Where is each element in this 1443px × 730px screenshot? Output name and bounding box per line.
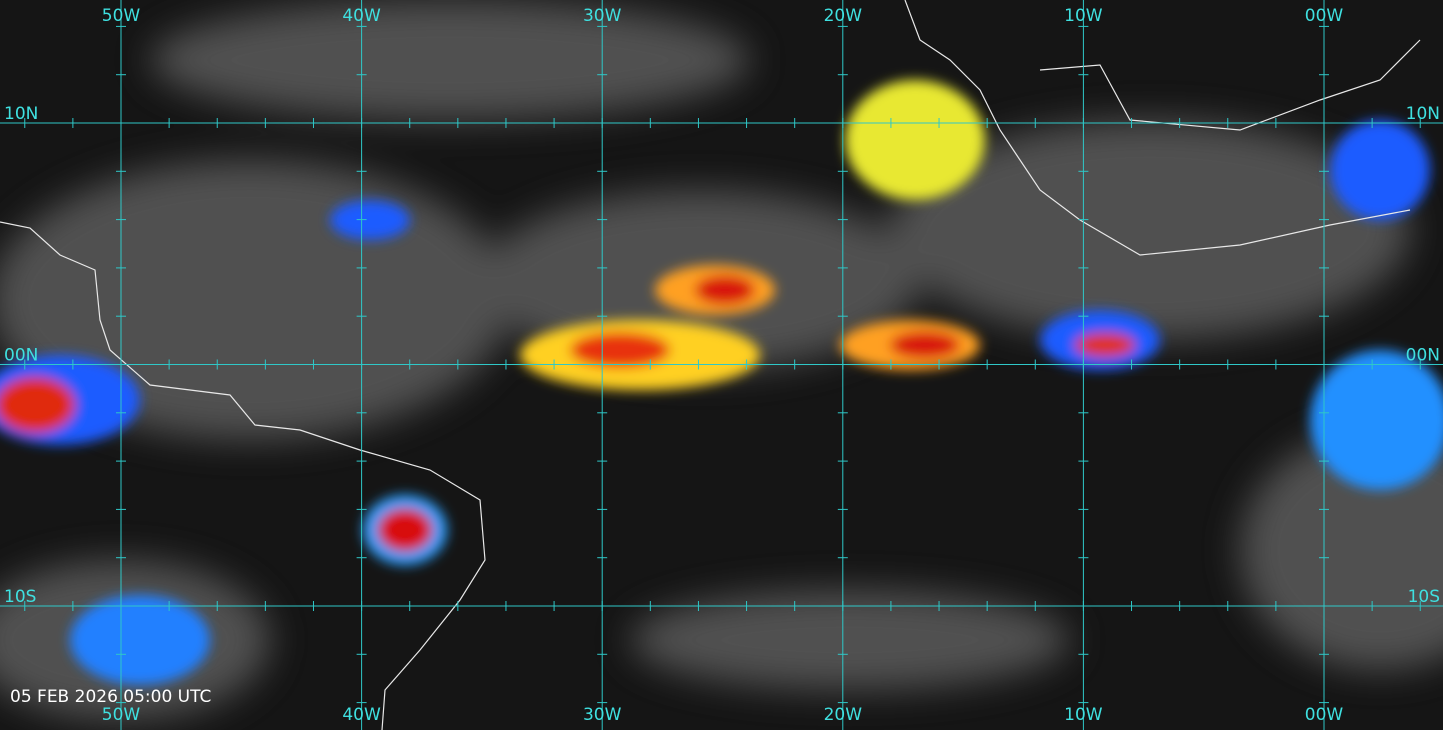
bottom-label: 00W	[1305, 705, 1344, 725]
top-label: 10W	[1064, 6, 1103, 26]
right-label: 00N	[1406, 346, 1440, 366]
right-label: 10S	[1408, 587, 1440, 607]
left-label: 10N	[4, 104, 38, 124]
left-label: 00N	[4, 346, 38, 366]
top-label: 30W	[583, 6, 622, 26]
labels: 50W 40W 30W 20W 10W 00W 50W 40W 30W 20W 10W 00W 10N 0…	[4, 6, 1440, 725]
top-label: 20W	[824, 6, 863, 26]
bottom-label: 20W	[824, 705, 863, 725]
bottom-label: 10W	[1064, 705, 1103, 725]
bottom-label: 30W	[583, 705, 622, 725]
top-label: 00W	[1305, 6, 1344, 26]
bottom-label: 40W	[342, 705, 381, 725]
left-label: 10S	[4, 587, 36, 607]
top-label: 40W	[342, 6, 381, 26]
convection	[0, 80, 1443, 685]
bottom-label: 50W	[102, 705, 141, 725]
right-label: 10N	[1406, 104, 1440, 124]
top-label: 50W	[102, 6, 141, 26]
timestamp: 05 FEB 2026 05:00 UTC	[10, 687, 211, 707]
